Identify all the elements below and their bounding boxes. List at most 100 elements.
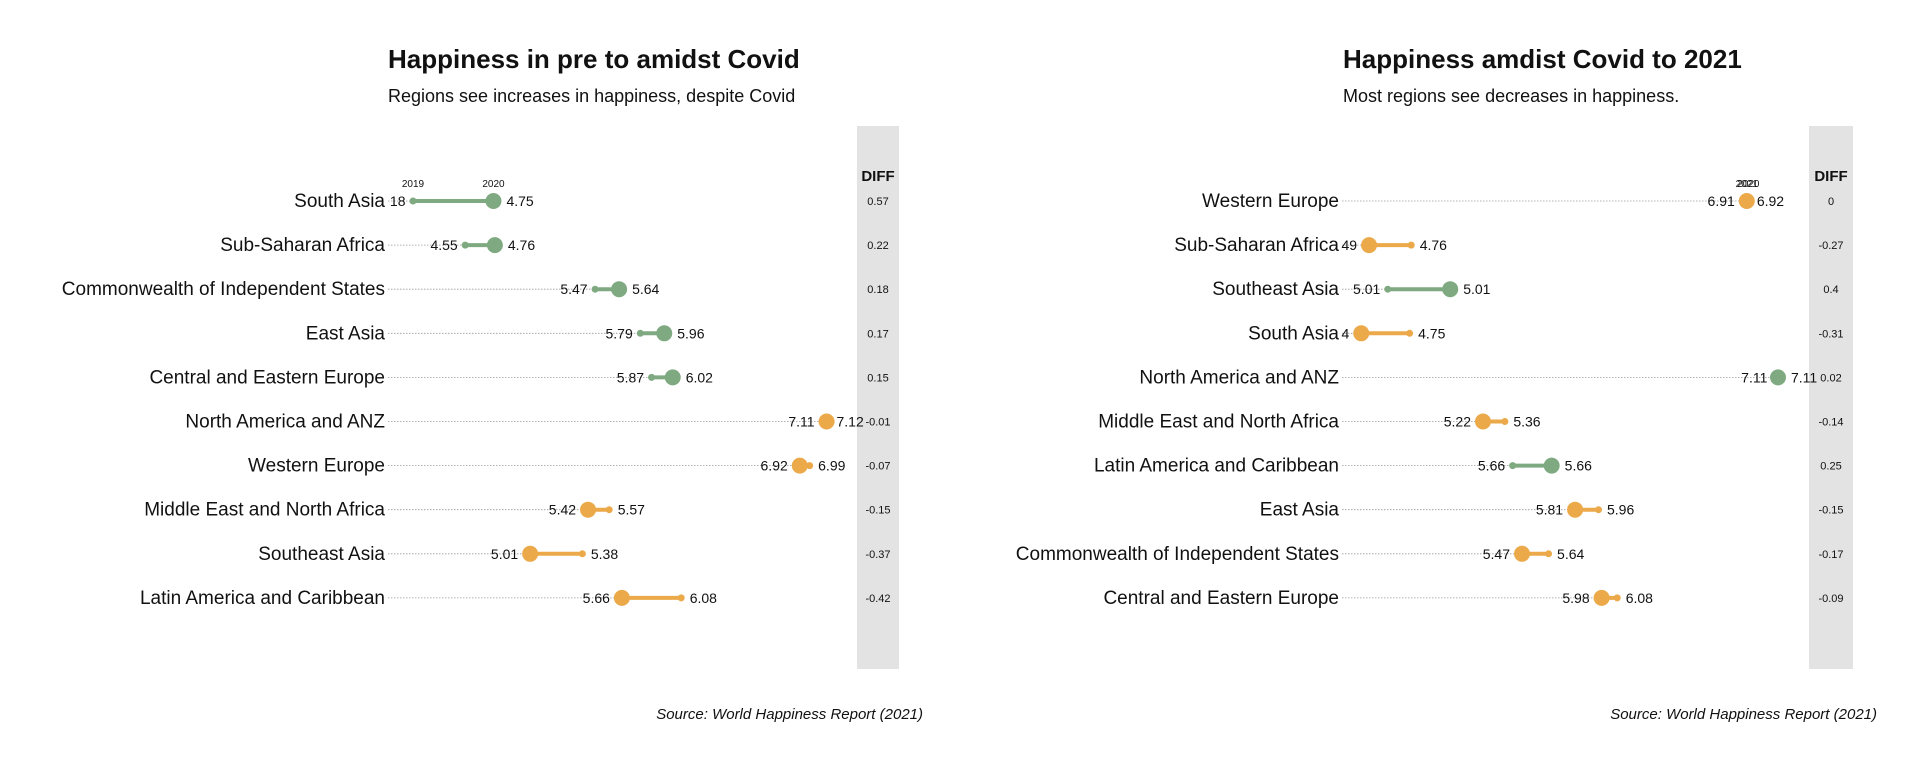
- region-label: Commonwealth of Independent States: [62, 279, 385, 300]
- value-label-left: 5.66: [583, 590, 610, 606]
- end-point: [1567, 501, 1584, 518]
- region-label: Central and Eastern Europe: [149, 367, 385, 388]
- region-label: North America and ANZ: [185, 412, 385, 433]
- chart-title: Happiness in pre to amidst Covid: [388, 44, 800, 74]
- value-label-left: 7.11: [1741, 369, 1767, 385]
- value-label-right: 6.02: [686, 369, 713, 385]
- value-label-right: 4.76: [1420, 237, 1447, 253]
- value-label-right: 4.75: [506, 193, 533, 209]
- value-label-right: 5.38: [591, 546, 618, 562]
- value-label-left: 7.11: [788, 414, 814, 430]
- value-label-left: 5.01: [1353, 281, 1380, 297]
- end-point: [1738, 193, 1755, 209]
- value-label-left: 5.66: [1478, 458, 1505, 474]
- chart-subtitle: Most regions see decreases in happiness.: [1343, 86, 1679, 106]
- diff-value: -0.15: [1818, 505, 1843, 517]
- value-label-left: 5.87: [617, 369, 644, 385]
- start-point: [1613, 594, 1621, 602]
- value-label-left: 5.47: [560, 281, 587, 297]
- region-label: Sub-Saharan Africa: [1174, 235, 1339, 256]
- value-label-right: 7.12: [837, 414, 864, 430]
- value-label-right: 5.96: [677, 325, 704, 341]
- region-label: Middle East and North Africa: [144, 500, 385, 521]
- value-label-right: 5.64: [632, 281, 659, 297]
- start-point: [1501, 418, 1509, 425]
- start-point: [636, 329, 644, 337]
- region-label: East Asia: [306, 323, 386, 344]
- value-label-right: 5.66: [1565, 458, 1592, 474]
- end-point: [1514, 545, 1531, 562]
- diff-value: 0.25: [1820, 461, 1841, 473]
- diff-column-band: [857, 126, 899, 669]
- end-point: [485, 193, 502, 209]
- start-point: [1509, 462, 1517, 470]
- end-point: [1353, 325, 1370, 342]
- value-label-left: 5.47: [1483, 546, 1510, 562]
- diff-value: -0.27: [1818, 240, 1843, 252]
- diff-value: 0: [1828, 196, 1834, 208]
- start-point: [605, 506, 613, 514]
- value-label-right: 6.08: [690, 590, 717, 606]
- region-label: Western Europe: [248, 456, 385, 477]
- diff-column-band: [1809, 126, 1853, 669]
- end-point: [580, 501, 597, 518]
- value-label-left: 5.81: [1536, 502, 1563, 518]
- region-label: Sub-Saharan Africa: [220, 235, 385, 256]
- diff-value: 0.22: [867, 240, 888, 252]
- value-label-right: 4.76: [508, 237, 535, 253]
- diff-header: DIFF: [861, 168, 894, 185]
- value-label-left: 4: [1341, 325, 1349, 341]
- value-label-right: 5.64: [1557, 546, 1584, 562]
- end-point: [486, 237, 503, 254]
- region-label: East Asia: [1260, 500, 1340, 521]
- region-label: Western Europe: [1202, 191, 1339, 212]
- region-label: Commonwealth of Independent States: [1016, 544, 1339, 565]
- chart-caption: Source: World Happiness Report (2021): [1610, 706, 1877, 723]
- value-label-right: 6.92: [1757, 193, 1784, 209]
- end-point: [1593, 589, 1610, 606]
- diff-value: 0.57: [867, 196, 888, 208]
- diff-value: 0.15: [867, 372, 888, 384]
- diff-header: DIFF: [1814, 168, 1847, 185]
- end-point: [611, 281, 628, 298]
- diff-value: -0.15: [865, 505, 890, 517]
- end-point: [818, 413, 835, 430]
- region-label: Latin America and Caribbean: [1094, 456, 1339, 477]
- region-label: Southeast Asia: [1212, 279, 1339, 300]
- value-label-left: 6.92: [761, 458, 788, 474]
- region-label: North America and ANZ: [1139, 367, 1339, 388]
- diff-value: -0.07: [865, 461, 890, 473]
- start-point: [677, 594, 685, 602]
- diff-value: 0.4: [1823, 284, 1838, 296]
- value-label-right: 6.99: [818, 458, 845, 474]
- end-point: [1361, 237, 1378, 254]
- value-label-left: 5.42: [549, 502, 576, 518]
- value-label-right: 5.57: [618, 502, 645, 518]
- region-label: Middle East and North Africa: [1098, 412, 1339, 433]
- end-point: [791, 457, 808, 474]
- end-point: [613, 589, 630, 606]
- value-label-left: 49: [1341, 237, 1357, 253]
- value-label-right: 6.08: [1626, 590, 1653, 606]
- end-year-label: 2020: [482, 179, 505, 190]
- value-label-left: 18: [390, 193, 406, 209]
- value-label-right: 5.01: [1463, 281, 1490, 297]
- value-label-right: 4.75: [1418, 325, 1445, 341]
- value-label-right: 5.96: [1607, 502, 1634, 518]
- chart-caption: Source: World Happiness Report (2021): [656, 706, 923, 723]
- diff-value: -0.14: [1818, 417, 1843, 429]
- diff-value: -0.01: [865, 417, 890, 429]
- value-label-left: 5.98: [1562, 590, 1589, 606]
- start-point: [461, 241, 469, 249]
- end-point: [664, 369, 681, 386]
- diff-value: -0.31: [1818, 328, 1843, 340]
- value-label-left: 5.01: [491, 546, 518, 562]
- start-point: [1406, 329, 1414, 337]
- end-point: [522, 545, 539, 562]
- value-label-left: 5.22: [1444, 414, 1471, 430]
- region-label: Southeast Asia: [258, 544, 385, 565]
- end-point: [656, 325, 673, 342]
- region-label: South Asia: [294, 191, 385, 212]
